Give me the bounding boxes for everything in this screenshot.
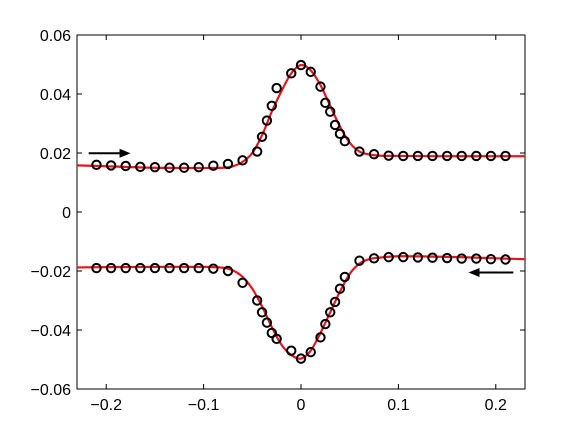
- upper-markers-point: [149, 161, 161, 173]
- upper-markers-point: [427, 150, 438, 162]
- upper-markers-point: [286, 68, 297, 79]
- lower-markers-point: [485, 254, 497, 265]
- lower-markers-point: [339, 271, 351, 283]
- upper-markers-point: [178, 162, 190, 173]
- y-tick-label: 0.04: [40, 87, 71, 104]
- upper-markers-point: [91, 159, 102, 171]
- lower-markers-point: [149, 262, 161, 274]
- arrow-right-head: [119, 148, 131, 158]
- upper-markers-point: [271, 82, 282, 94]
- upper-markers-point: [456, 150, 467, 162]
- lower-markers-point: [256, 307, 268, 318]
- upper-markers-point: [441, 150, 453, 162]
- upper-markers-point: [315, 81, 326, 92]
- upper-markers-point: [135, 161, 146, 173]
- lower-markers-point: [383, 251, 394, 263]
- y-tick-label: −0.02: [31, 264, 72, 281]
- y-tick-label: 0.06: [40, 28, 71, 45]
- upper-markers-point: [471, 150, 482, 162]
- lower-markers-point: [271, 333, 282, 345]
- y-tick-label: 0: [62, 205, 71, 222]
- arrows: [88, 148, 514, 277]
- lower-markers-point: [164, 262, 175, 274]
- x-axis-ticks: −0.2 −0.1 0 0.1 0.2: [90, 35, 507, 414]
- lower-markers-point: [354, 255, 365, 266]
- upper-markers-point: [500, 150, 511, 162]
- x-tick-label: 0.1: [387, 397, 409, 414]
- lower-markers-point: [334, 283, 346, 294]
- upper-markers-point: [325, 106, 336, 117]
- lower-markers-point: [286, 345, 297, 356]
- x-tick-label: −0.2: [90, 397, 122, 414]
- upper-markers-point: [164, 162, 175, 173]
- y-tick-label: 0.02: [40, 146, 71, 163]
- lower-markers-point: [320, 318, 331, 330]
- lower-markers-point: [208, 263, 219, 274]
- upper-markers-point: [398, 150, 409, 162]
- x-tick-label: −0.1: [188, 397, 220, 414]
- upper-markers-point: [354, 146, 365, 157]
- upper-markers-point: [251, 146, 263, 157]
- plot-area: [76, 34, 526, 390]
- y-axis-ticks: −0.06 −0.04 −0.02 0 0.02 0.04 0.06: [31, 28, 525, 399]
- upper-markers-point: [193, 161, 204, 173]
- upper-markers-point: [334, 128, 346, 140]
- lower-markers-point: [325, 307, 336, 318]
- plot-frame: [76, 34, 526, 390]
- y-tick-label: −0.06: [31, 382, 72, 399]
- lower-markers-point: [368, 253, 380, 264]
- y-tick-label: −0.04: [31, 323, 72, 340]
- upper-markers-point: [208, 160, 219, 171]
- markers: [91, 59, 511, 364]
- lower-markers-point: [261, 317, 273, 328]
- x-tick-label: 0: [297, 397, 306, 414]
- lower-markers-point: [305, 346, 316, 358]
- lower-markers-point: [193, 262, 204, 274]
- upper-markers-point: [329, 119, 341, 131]
- lower-markers-point: [251, 295, 263, 306]
- upper-markers-point: [222, 158, 234, 170]
- upper-markers-point: [237, 155, 248, 166]
- lower-markers-point: [398, 251, 409, 263]
- lower-markers-point: [237, 277, 248, 288]
- lower-markers-point: [295, 353, 307, 364]
- upper-markers-point: [266, 100, 277, 112]
- upper-markers-point: [295, 59, 307, 71]
- upper-markers-point: [305, 66, 316, 78]
- upper-markers-point: [120, 160, 131, 172]
- lower-markers-point: [178, 262, 190, 274]
- upper-markers-point: [485, 150, 497, 162]
- lower-markers-point: [120, 262, 131, 274]
- lower-markers-point: [329, 296, 341, 308]
- lower-markers-point: [471, 253, 482, 264]
- upper-markers-point: [256, 131, 268, 142]
- upper-markers-point: [383, 150, 394, 161]
- lower-markers-point: [91, 262, 102, 274]
- lower-markers-point: [222, 265, 234, 277]
- upper-markers-point: [368, 148, 380, 160]
- upper-markers-point: [339, 136, 351, 147]
- upper-markers-point: [320, 97, 331, 109]
- lower-markers-point: [412, 252, 424, 263]
- upper-markers-point: [412, 150, 424, 162]
- lower-markers-point: [441, 252, 453, 264]
- lower-markers-point: [500, 254, 511, 265]
- upper-markers-point: [261, 115, 273, 126]
- lower-markers-point: [135, 262, 146, 274]
- upper-markers-point: [105, 160, 117, 171]
- lower-markers-point: [427, 252, 438, 263]
- lower-markers-point: [315, 332, 326, 343]
- arrow-left-head: [468, 267, 480, 277]
- x-tick-label: 0.2: [485, 397, 507, 414]
- lower-markers-point: [105, 262, 117, 274]
- lower-markers-point: [456, 253, 467, 264]
